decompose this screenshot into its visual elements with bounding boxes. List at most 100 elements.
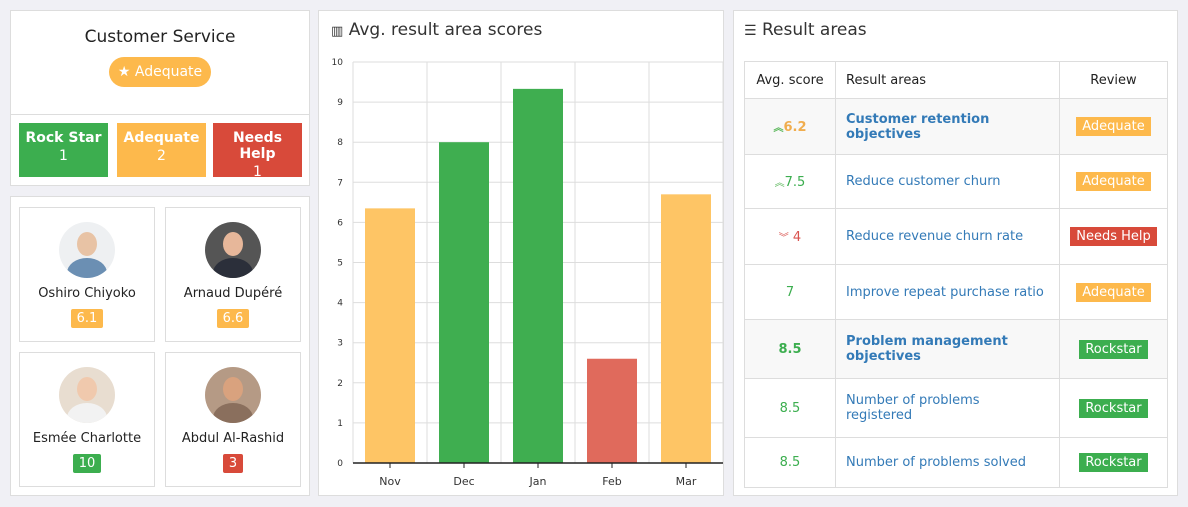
bar-feb bbox=[587, 358, 637, 463]
trend-down-icon: ︾ bbox=[778, 232, 789, 244]
col-result-areas: Result areas bbox=[835, 61, 1060, 99]
y-tick-label: 8 bbox=[337, 138, 343, 148]
avg-score: ︽6.2 bbox=[744, 98, 836, 155]
avg-score: ︾ 4 bbox=[744, 208, 836, 265]
result-area-link[interactable]: Improve repeat purchase ratio bbox=[835, 264, 1060, 320]
avg-score: 8.5 bbox=[744, 378, 836, 438]
bar-nov bbox=[365, 208, 415, 463]
tile-label: Needs Help bbox=[232, 130, 283, 162]
member-score: 6.1 bbox=[70, 309, 104, 328]
table-row: 7 Improve repeat purchase ratio Adequate bbox=[744, 264, 1168, 320]
avatar bbox=[205, 222, 261, 278]
member-score: 10 bbox=[72, 454, 102, 473]
y-tick-label: 2 bbox=[337, 379, 343, 389]
y-tick-label: 0 bbox=[337, 459, 343, 469]
bar-dec bbox=[439, 142, 489, 463]
score-value: 4 bbox=[792, 229, 802, 245]
result-areas-title: Result areas bbox=[761, 20, 867, 40]
score-value: 7.5 bbox=[784, 174, 806, 190]
review-cell: Rockstar bbox=[1059, 319, 1168, 379]
review-badge[interactable]: Rockstar bbox=[1079, 453, 1148, 472]
y-tick-label: 5 bbox=[337, 259, 343, 269]
review-badge[interactable]: Needs Help bbox=[1070, 227, 1157, 246]
tile-label: Adequate bbox=[123, 130, 200, 146]
bar-jan bbox=[513, 88, 563, 463]
team-status-badge: ★ Adequate bbox=[108, 57, 212, 87]
avg-score: 7 bbox=[744, 264, 836, 320]
members-panel: Oshiro Chiyoko 6.1 Arnaud Dupéré 6.6 Esm… bbox=[10, 196, 310, 496]
review-badge[interactable]: Adequate bbox=[1076, 117, 1151, 136]
avg-score: 8.5 bbox=[744, 437, 836, 488]
avg-score: ︽7.5 bbox=[744, 154, 836, 209]
member-card[interactable]: Arnaud Dupéré 6.6 bbox=[165, 207, 301, 342]
y-tick-label: 10 bbox=[332, 58, 344, 68]
y-tick-label: 7 bbox=[337, 178, 343, 188]
col-review: Review bbox=[1059, 61, 1168, 99]
review-cell: Needs Help bbox=[1059, 208, 1168, 265]
result-area-link[interactable]: Problem management objectives bbox=[835, 319, 1060, 379]
x-tick-label: Mar bbox=[676, 475, 697, 488]
score-value: 8.5 bbox=[779, 455, 801, 470]
y-tick-label: 3 bbox=[337, 339, 343, 349]
review-badge[interactable]: Rockstar bbox=[1079, 398, 1148, 418]
member-card[interactable]: Esmée Charlotte 10 bbox=[19, 352, 155, 487]
avatar bbox=[59, 222, 115, 278]
review-cell: Adequate bbox=[1059, 154, 1168, 209]
tile-count: 1 bbox=[59, 148, 68, 164]
result-areas-panel: ☰ Result areas Avg. score Result areas R… bbox=[733, 10, 1178, 496]
member-card[interactable]: Abdul Al-Rashid 3 bbox=[165, 352, 301, 487]
chart-title: Avg. result area scores bbox=[348, 20, 543, 40]
col-avg-score: Avg. score bbox=[744, 61, 836, 99]
team-status-label: Adequate bbox=[134, 64, 203, 80]
review-cell: Adequate bbox=[1059, 98, 1168, 155]
bar-mar bbox=[661, 194, 711, 463]
trend-up-icon: ︽ bbox=[773, 122, 784, 134]
review-cell: Rockstar bbox=[1059, 378, 1168, 438]
avatar bbox=[205, 367, 261, 423]
trend-up-icon: ︽ bbox=[774, 177, 785, 189]
avatar bbox=[59, 367, 115, 423]
review-badge[interactable]: Adequate bbox=[1076, 282, 1151, 302]
star-icon: ★ bbox=[117, 64, 131, 80]
result-areas-table: Avg. score Result areas Review ︽6.2 Cust… bbox=[744, 61, 1168, 488]
y-tick-label: 9 bbox=[337, 98, 343, 108]
score-value: 8.5 bbox=[778, 341, 802, 357]
review-cell: Rockstar bbox=[1059, 437, 1168, 488]
score-value: 8.5 bbox=[779, 400, 801, 416]
sliders-icon: ☰ bbox=[744, 23, 757, 39]
result-area-link[interactable]: Reduce revenue churn rate bbox=[835, 208, 1060, 265]
table-row: 8.5 Number of problems registered Rockst… bbox=[744, 378, 1168, 438]
result-area-link[interactable]: Reduce customer churn bbox=[835, 154, 1060, 209]
tile-count: 1 bbox=[253, 164, 262, 180]
member-name: Oshiro Chiyoko bbox=[38, 286, 136, 301]
team-summary-panel: Customer Service ★ Adequate Rock Star 1 A… bbox=[10, 10, 310, 186]
tile-label: Rock Star bbox=[25, 130, 102, 146]
review-badge[interactable]: Adequate bbox=[1076, 172, 1151, 191]
bar-chart: 0 1 2 3 4 5 6 7 8 9 10 Nov Dec Jan Feb Mar bbox=[332, 58, 724, 488]
table-row: 8.5 Problem management objectives Rockst… bbox=[744, 319, 1168, 379]
avg-score: 8.5 bbox=[744, 319, 836, 379]
result-area-link[interactable]: Number of problems solved bbox=[835, 437, 1060, 488]
chart-panel: ▥ Avg. result area scores 0 1 2 3 4 5 6 7 8 9 10 No… bbox=[318, 10, 724, 496]
tile-count: 2 bbox=[157, 148, 166, 164]
member-score: 3 bbox=[222, 454, 244, 473]
member-name: Arnaud Dupéré bbox=[183, 286, 283, 301]
result-area-link[interactable]: Customer retention objectives bbox=[835, 98, 1060, 155]
table-row: ︽7.5 Reduce customer churn Adequate bbox=[744, 154, 1168, 209]
rock-star-count[interactable]: Rock Star 1 bbox=[19, 123, 108, 177]
review-cell: Adequate bbox=[1059, 264, 1168, 320]
member-score: 6.6 bbox=[216, 309, 250, 328]
needs-help-count[interactable]: Needs Help 1 bbox=[213, 123, 302, 180]
member-name: Esmée Charlotte bbox=[32, 431, 142, 446]
review-badge[interactable]: Rockstar bbox=[1079, 339, 1148, 359]
score-value: 7 bbox=[785, 284, 795, 300]
result-area-link[interactable]: Number of problems registered bbox=[835, 378, 1060, 438]
y-tick-label: 1 bbox=[337, 419, 343, 429]
member-name: Abdul Al-Rashid bbox=[181, 431, 285, 446]
member-card[interactable]: Oshiro Chiyoko 6.1 bbox=[19, 207, 155, 342]
adequate-count[interactable]: Adequate 2 bbox=[117, 123, 206, 177]
y-tick-label: 4 bbox=[337, 299, 343, 309]
y-tick-label: 6 bbox=[337, 218, 343, 228]
score-value: 6.2 bbox=[783, 119, 807, 135]
x-tick-label: Jan bbox=[529, 475, 547, 488]
